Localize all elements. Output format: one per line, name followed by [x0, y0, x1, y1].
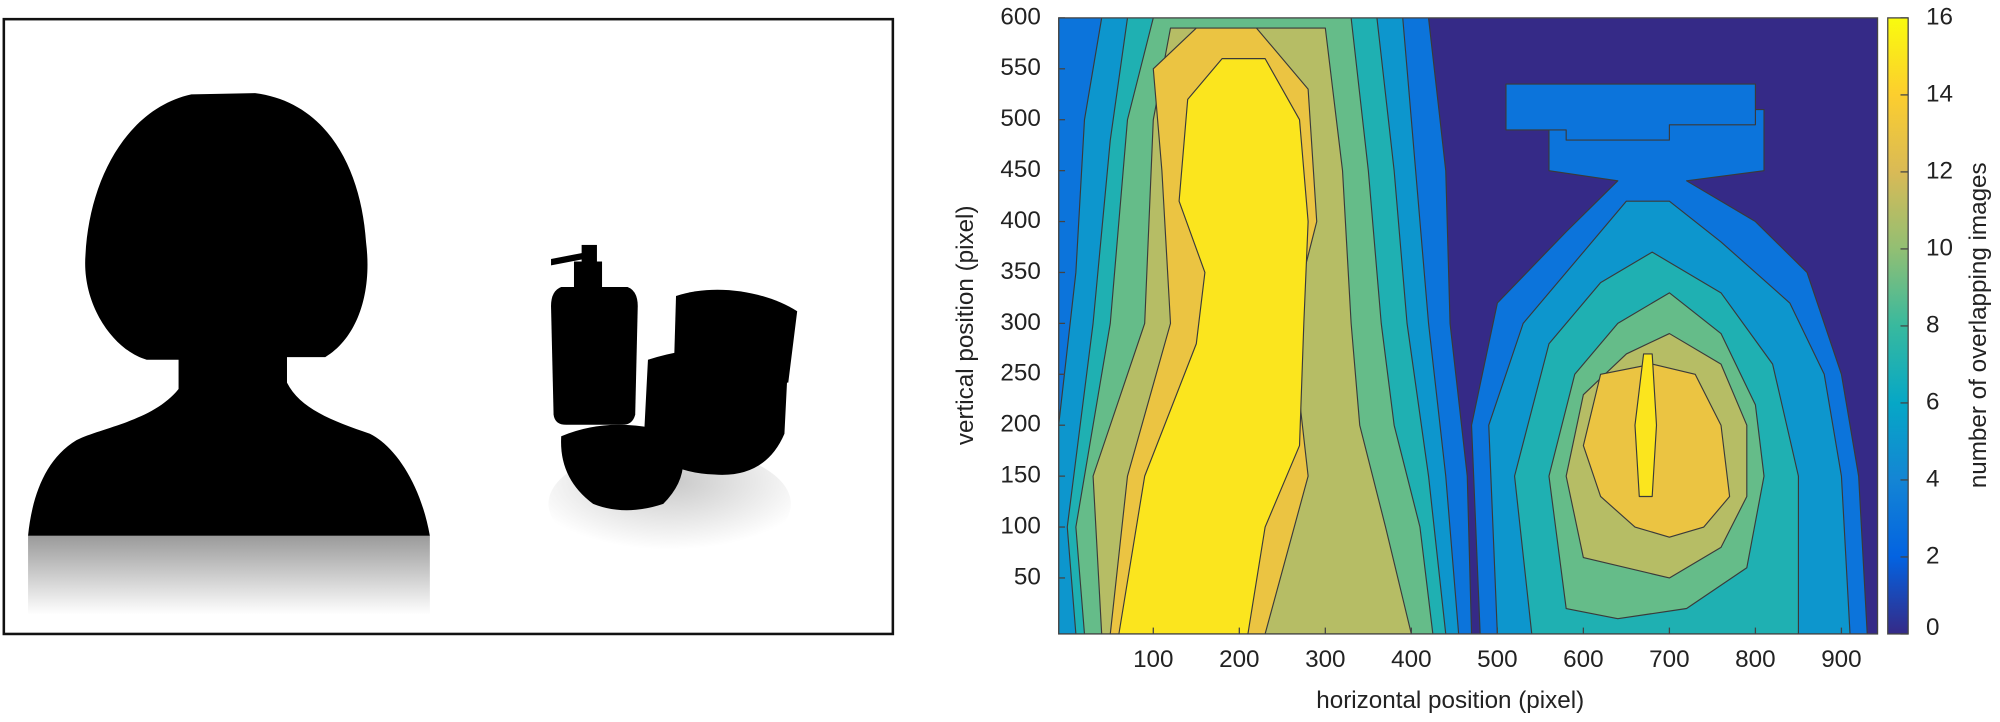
y-tick-label: 350: [1000, 258, 1040, 285]
x-tick-label: 900: [1821, 646, 1861, 673]
y-tick-label: 150: [1000, 462, 1040, 489]
contour-region: [1505, 83, 1756, 141]
x-tick-label: 800: [1735, 646, 1775, 673]
x-tick-label: 700: [1649, 646, 1689, 673]
colorbar-tick-label: 0: [1926, 614, 1939, 641]
contour-region: [1118, 58, 1309, 634]
contour-region: [1582, 363, 1731, 538]
contour-regions: [1058, 17, 1868, 634]
x-tick-label: 300: [1305, 646, 1345, 673]
y-tick-label: 450: [1000, 156, 1040, 183]
x-tick-label: 500: [1477, 646, 1517, 673]
x-tick-label: 600: [1563, 646, 1603, 673]
contour-chart: horizontal position (pixel) vertical pos…: [952, 3, 1992, 714]
y-tick-label: 250: [1000, 360, 1040, 387]
colorbar-tick-label: 2: [1926, 542, 1939, 569]
plot-frame: [1058, 17, 1879, 635]
y-tick-label: 550: [1000, 54, 1040, 81]
y-tick-label: 600: [1000, 3, 1040, 30]
y-tick-label: 50: [1014, 563, 1041, 590]
x-tick-label: 400: [1391, 646, 1431, 673]
colorbar-tick-label: 14: [1926, 80, 1953, 107]
y-axis-label: vertical position (pixel): [952, 205, 979, 445]
contour-region: [1634, 353, 1658, 498]
colorbar-tick-label: 12: [1926, 157, 1953, 184]
colorbar-tick-label: 6: [1926, 388, 1939, 415]
colorbar-tick-label: 16: [1926, 3, 1953, 30]
x-tick-label: 200: [1219, 646, 1259, 673]
colorbar-tick-label: 10: [1926, 234, 1953, 261]
colorbar-tick-label: 8: [1926, 311, 1939, 338]
colorbar-tick-label: 4: [1926, 465, 1939, 492]
y-tick-label: 200: [1000, 411, 1040, 438]
x-tick-label: 100: [1133, 646, 1173, 673]
woman-silhouette: [28, 93, 430, 536]
colorbar-label: number of overlapping images: [1965, 162, 1992, 488]
cosmetics-silhouette: [551, 244, 798, 511]
y-tick-label: 400: [1000, 207, 1040, 234]
y-tick-label: 300: [1000, 309, 1040, 336]
y-tick-label: 500: [1000, 105, 1040, 132]
reflection: [28, 535, 430, 615]
x-axis-label: horizontal position (pixel): [1316, 687, 1584, 714]
stimulus-image: [2, 17, 895, 636]
y-tick-label: 100: [1000, 512, 1040, 539]
